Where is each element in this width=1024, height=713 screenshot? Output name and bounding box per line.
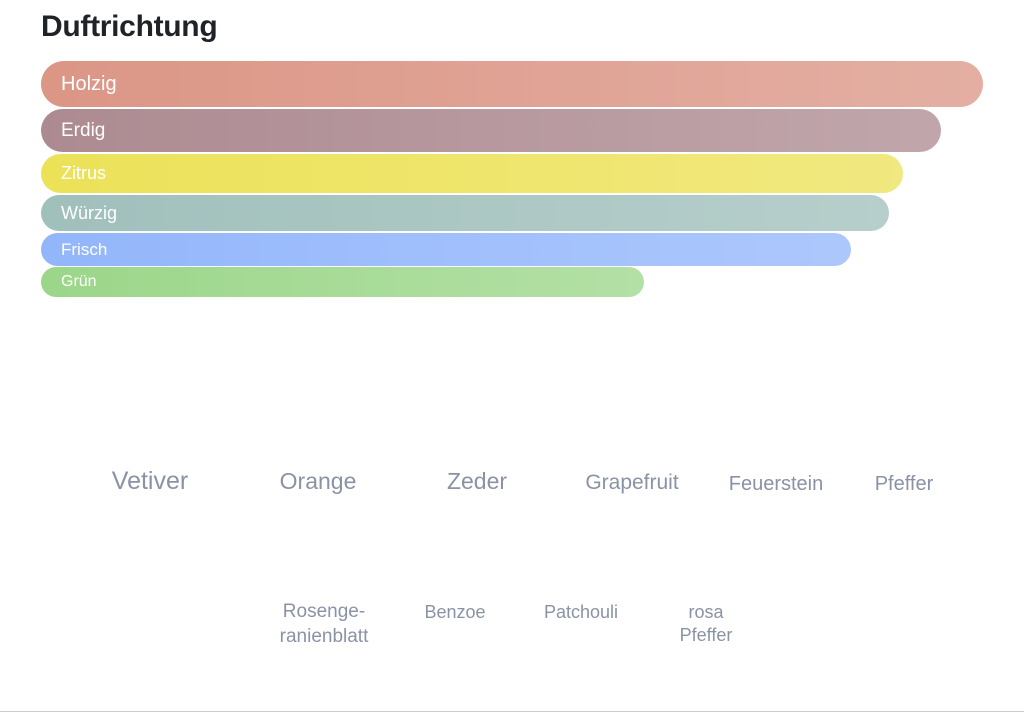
bar-1: Holzig [41,61,983,107]
note-tag: Benzoe [424,602,486,622]
note-tag: Zeder [446,468,508,494]
bar-4: Würzig [41,195,889,231]
bar-label: Zitrus [61,163,106,183]
bottom-divider [0,711,1024,712]
note-tag: Patchouli [543,602,619,622]
note-tag: Feuerstein [728,473,824,495]
bar-label: Grün [61,273,97,290]
note-tag: Pfeffer [874,473,934,495]
bar-6: Grün [41,267,644,297]
bar-5: Frisch [41,233,851,266]
note-tag: Orange [279,468,357,494]
note-tag: Rosenge- ranienblatt [279,601,369,647]
bar-3: Zitrus [41,154,903,193]
bar-label: Holzig [61,72,117,95]
note-tag: Vetiver [111,467,189,495]
note-tag: Grapefruit [585,471,679,494]
bar-label: Erdig [61,119,106,141]
scent-direction-bar-chart: Holzig Erdig Zitrus Würzig Frisch Grün [41,61,983,301]
note-tag: rosa Pfeffer [679,602,733,646]
bar-label: Würzig [61,202,118,223]
bar-label: Frisch [61,239,108,259]
bar-2: Erdig [41,109,941,152]
page-title: Duftrichtung [41,10,218,43]
